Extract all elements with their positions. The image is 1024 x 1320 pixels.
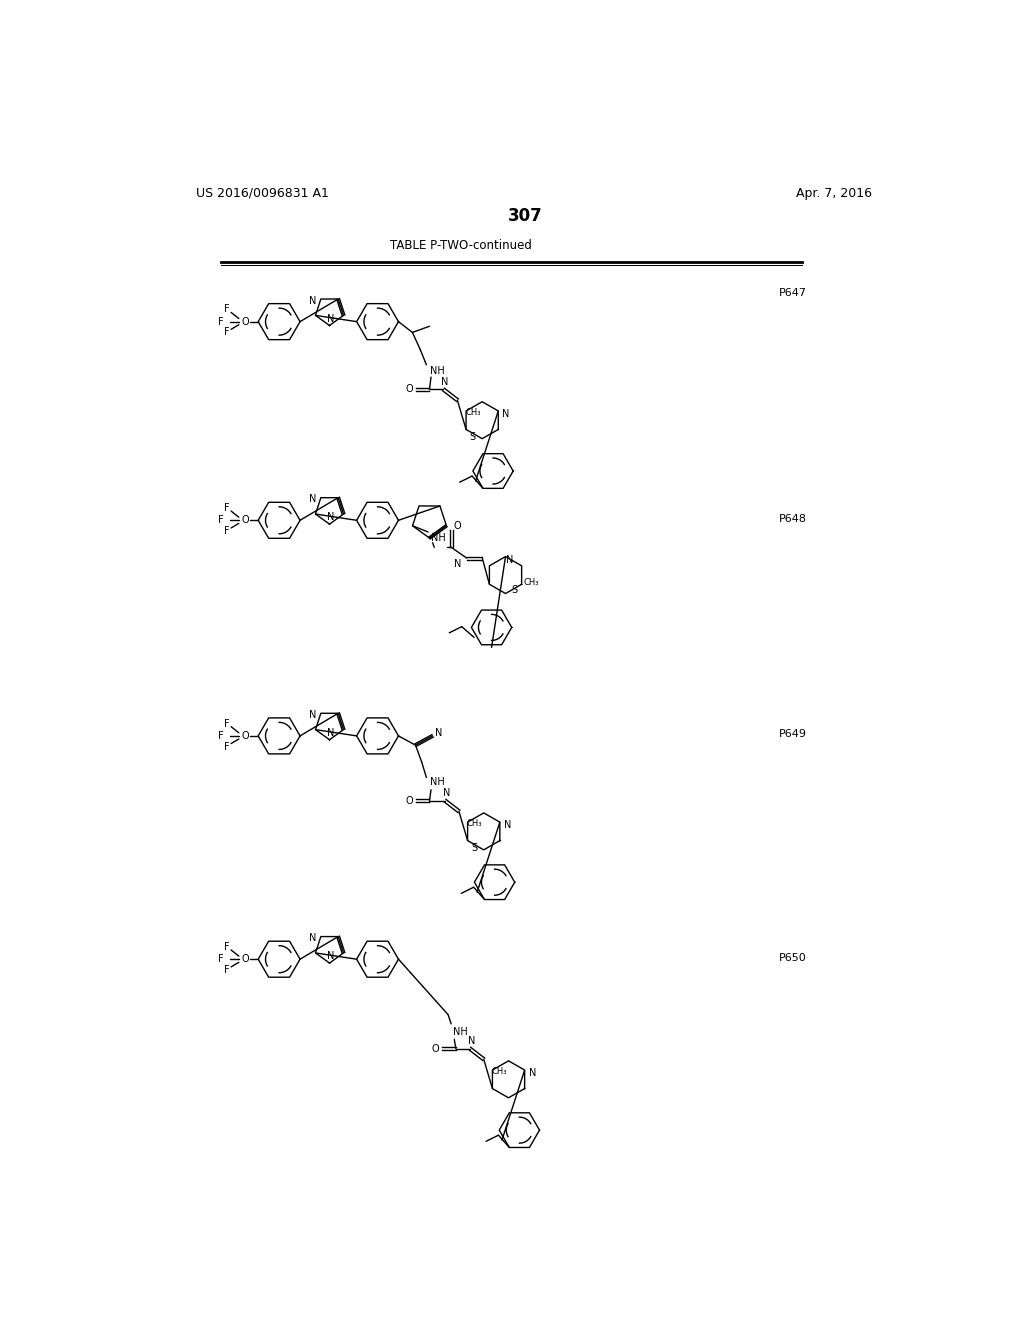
Text: O: O [242,317,250,326]
Text: S: S [470,432,476,442]
Text: N: N [507,554,514,565]
Text: NH: NH [453,1027,468,1036]
Text: O: O [242,954,250,964]
Text: NH: NH [430,777,444,787]
Text: CH₃: CH₃ [467,820,482,828]
Text: N: N [328,512,335,523]
Text: 307: 307 [508,207,542,226]
Text: F: F [224,305,230,314]
Text: P647: P647 [779,288,807,298]
Text: N: N [528,1068,537,1078]
Text: N: N [454,560,461,569]
Text: F: F [218,317,224,326]
Text: O: O [432,1044,439,1053]
Text: N: N [309,933,316,942]
Text: Apr. 7, 2016: Apr. 7, 2016 [796,186,872,199]
Text: O: O [406,384,413,395]
Text: F: F [224,965,230,975]
Text: O: O [242,515,250,525]
Text: N: N [328,952,335,961]
Text: F: F [224,718,230,729]
Text: F: F [224,503,230,513]
Text: N: N [309,710,316,719]
Text: F: F [224,327,230,338]
Text: N: N [468,1036,475,1045]
Text: F: F [224,527,230,536]
Text: O: O [242,731,250,741]
Text: P650: P650 [779,953,807,962]
Text: NH: NH [431,533,446,543]
Text: O: O [454,521,461,531]
Text: S: S [512,586,518,595]
Text: N: N [442,788,451,797]
Text: N: N [309,494,316,504]
Text: CH₃: CH₃ [465,408,480,417]
Text: US 2016/0096831 A1: US 2016/0096831 A1 [197,186,329,199]
Text: N: N [328,314,335,323]
Text: F: F [218,515,224,525]
Text: O: O [406,796,413,805]
Text: TABLE P-TWO-continued: TABLE P-TWO-continued [390,239,532,252]
Text: N: N [441,376,449,387]
Text: N: N [504,820,511,830]
Text: CH₃: CH₃ [492,1067,507,1076]
Text: F: F [224,742,230,751]
Text: N: N [435,727,442,738]
Text: F: F [224,942,230,952]
Text: N: N [328,727,335,738]
Text: F: F [218,954,224,964]
Text: F: F [218,731,224,741]
Text: S: S [471,843,477,853]
Text: NH: NH [430,366,444,376]
Text: N: N [503,409,510,418]
Text: P648: P648 [779,513,807,524]
Text: CH₃: CH₃ [523,578,539,587]
Text: P649: P649 [779,730,807,739]
Text: N: N [309,296,316,305]
